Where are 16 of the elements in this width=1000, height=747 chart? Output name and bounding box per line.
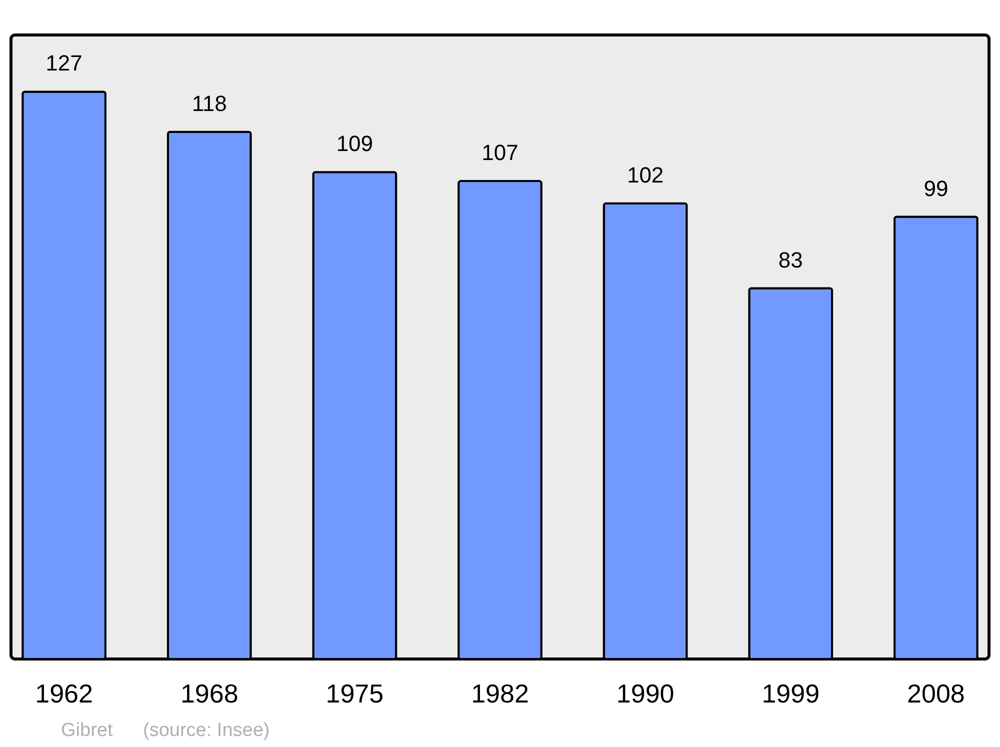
text: (source: Insee) (143, 720, 270, 741)
data-label: 118 (192, 90, 227, 116)
x-tick-label: 2008 (907, 678, 965, 708)
data-label: 99 (924, 176, 948, 201)
x-tick-label: 1982 (471, 678, 529, 708)
data-label: 102 (626, 162, 664, 188)
x-tick-label: 1968 (180, 678, 238, 708)
data-label: 109 (336, 131, 374, 156)
data-label: 127 (46, 50, 82, 76)
x-tick-label: 1999 (762, 678, 820, 708)
data-label: 83 (778, 247, 803, 272)
x-tick-label: 1962 (35, 678, 93, 708)
x-tick-label: 1990 (616, 678, 674, 708)
x-tick-label: 1975 (326, 678, 384, 708)
text: Gibret (61, 720, 114, 741)
data-label: 107 (482, 140, 518, 166)
